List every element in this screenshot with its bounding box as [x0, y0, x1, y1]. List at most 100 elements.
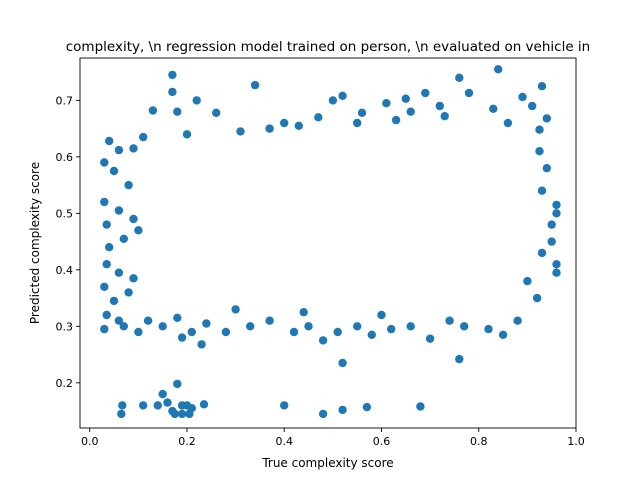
x-tick-label: 1.0 [567, 435, 585, 448]
scatter-point [328, 96, 338, 105]
scatter-point [484, 324, 493, 334]
scatter-point [177, 333, 187, 342]
scatter-point [421, 88, 430, 98]
scatter-point [139, 132, 148, 142]
x-axis-ticks: 0.0 0.2 0.4 0.6 0.8 1.0 [81, 428, 585, 448]
scatter-point [236, 127, 245, 136]
scatter-points [100, 65, 561, 419]
scatter-point [537, 186, 547, 195]
scatter-point [535, 147, 544, 156]
scatter-point [173, 313, 182, 322]
scatter-point [100, 158, 109, 167]
scatter-point [353, 322, 362, 331]
y-axis-ticks: 0.2 0.3 0.4 0.5 0.6 0.7 [56, 94, 80, 390]
scatter-point [382, 99, 391, 108]
scatter-point [199, 400, 209, 409]
scatter-point [547, 220, 556, 229]
y-axis-label: Predicted complexity score [28, 162, 42, 324]
scatter-point [129, 144, 138, 153]
scatter-point [542, 114, 551, 123]
scatter-point [338, 358, 347, 368]
scatter-point [231, 305, 240, 314]
scatter-point [387, 324, 396, 334]
scatter-point [542, 164, 551, 173]
scatter-point [333, 327, 342, 337]
scatter-point [299, 308, 308, 317]
plot-frame [79, 57, 577, 429]
scatter-point [464, 88, 474, 98]
scatter-point [445, 316, 454, 325]
scatter-point [163, 398, 172, 407]
scatter-point [173, 379, 182, 389]
scatter-point [455, 354, 464, 364]
scatter-point [318, 336, 328, 345]
scatter-point [148, 106, 158, 115]
y-tick-label: 0.7 [56, 94, 74, 107]
y-tick-label: 0.4 [56, 264, 74, 277]
scatter-point [114, 145, 124, 155]
scatter-point [114, 316, 124, 325]
scatter-point [202, 319, 211, 328]
scatter-point [109, 166, 119, 176]
scatter-point [124, 180, 133, 190]
scatter-point [552, 260, 561, 269]
x-tick-label: 0.8 [470, 435, 488, 448]
scatter-point [212, 108, 221, 118]
scatter-point [391, 115, 401, 125]
scatter-point [440, 112, 449, 121]
scatter-point [129, 274, 138, 283]
scatter-point [177, 409, 187, 419]
scatter-point [523, 276, 532, 286]
scatter-point [338, 91, 347, 101]
scatter-point [406, 322, 415, 331]
x-tick-label: 0.4 [275, 435, 293, 448]
y-tick-label: 0.3 [56, 320, 74, 333]
scatter-point [367, 330, 376, 339]
scatter-point [416, 402, 425, 411]
scatter-point [105, 243, 114, 252]
scatter-point [168, 87, 177, 97]
scatter-point [537, 248, 547, 258]
scatter-point [304, 322, 313, 331]
scatter-point [552, 200, 561, 210]
scatter-point [153, 401, 162, 410]
scatter-point [289, 327, 299, 337]
scatter-point [338, 405, 347, 415]
scatter-point [406, 107, 415, 116]
scatter-point [425, 334, 435, 343]
scatter-point [143, 316, 153, 325]
scatter-point [129, 214, 138, 224]
x-tick-label: 0.0 [81, 435, 99, 448]
scatter-point [535, 125, 544, 134]
scatter-point [246, 322, 255, 331]
scatter-point [134, 327, 143, 337]
scatter-point [250, 80, 260, 90]
scatter-point [357, 108, 367, 118]
chart-title: complexity, \n regression model trained … [66, 39, 591, 55]
scatter-point [314, 113, 323, 122]
scatter-point [100, 324, 109, 334]
x-tick-label: 0.2 [178, 435, 196, 448]
scatter-point [498, 330, 508, 339]
scatter-point [173, 107, 182, 116]
scatter-point [109, 296, 119, 306]
scatter-point [280, 118, 289, 128]
scatter-point [489, 104, 498, 114]
scatter-point [118, 401, 127, 410]
y-tick-label: 0.2 [56, 377, 74, 390]
scatter-point [124, 288, 133, 297]
scatter-point [170, 409, 179, 419]
scatter-point [119, 234, 128, 243]
scatter-point [114, 206, 124, 215]
scatter-point [513, 316, 522, 325]
scatter-point [102, 310, 111, 320]
scatter-point [158, 389, 167, 399]
scatter-point [280, 401, 289, 410]
scatter-point [134, 226, 143, 235]
scatter-point [494, 65, 503, 74]
scatter-point [100, 197, 109, 207]
scatter-point [192, 96, 201, 105]
